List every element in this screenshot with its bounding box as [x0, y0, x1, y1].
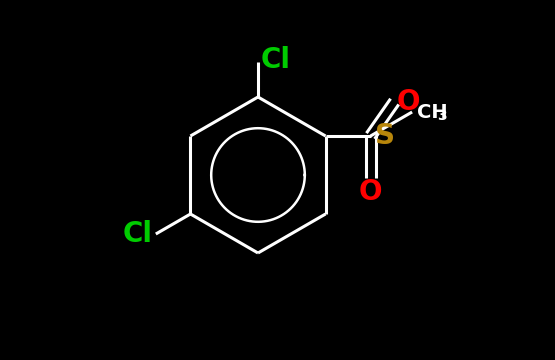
- Text: Cl: Cl: [261, 46, 291, 74]
- Text: 3: 3: [437, 109, 447, 123]
- Text: S: S: [375, 122, 395, 150]
- Text: O: O: [359, 178, 382, 206]
- Text: Cl: Cl: [123, 220, 153, 248]
- Text: CH: CH: [417, 103, 447, 122]
- Text: O: O: [397, 87, 420, 116]
